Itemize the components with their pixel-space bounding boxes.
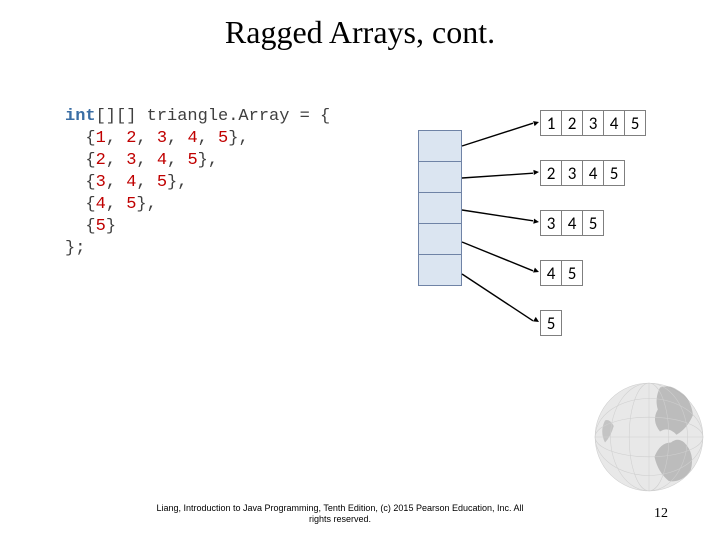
footer-line2: rights reserved. bbox=[110, 514, 570, 526]
array-cell: 3 bbox=[540, 210, 562, 236]
page-number: 12 bbox=[654, 506, 668, 522]
array-cell: 3 bbox=[561, 160, 583, 186]
array-cell: 4 bbox=[603, 110, 625, 136]
code-line: {1, 2, 3, 4, 5}, bbox=[65, 128, 330, 150]
pointer-cell bbox=[418, 161, 462, 193]
array-cell: 3 bbox=[582, 110, 604, 136]
array-cell: 5 bbox=[561, 260, 583, 286]
array-cell: 5 bbox=[624, 110, 646, 136]
code-line: int[][] triangle.Array = { bbox=[65, 106, 330, 128]
array-cell: 5 bbox=[540, 310, 562, 336]
array-cell: 2 bbox=[540, 160, 562, 186]
footer-line1: Liang, Introduction to Java Programming,… bbox=[110, 503, 570, 515]
globe-decoration bbox=[594, 382, 704, 492]
array-cell: 4 bbox=[561, 210, 583, 236]
array-cell: 1 bbox=[540, 110, 562, 136]
array-row: 5 bbox=[540, 310, 562, 336]
code-block: int[][] triangle.Array = { {1, 2, 3, 4, … bbox=[65, 106, 330, 260]
pointer-cell bbox=[418, 192, 462, 224]
slide: { "title": "Ragged Arrays, cont.", "titl… bbox=[0, 0, 720, 540]
code-line: {2, 3, 4, 5}, bbox=[65, 150, 330, 172]
array-cell: 2 bbox=[561, 110, 583, 136]
array-cell: 5 bbox=[582, 210, 604, 236]
footer-copyright: Liang, Introduction to Java Programming,… bbox=[110, 503, 570, 526]
code-line: {4, 5}, bbox=[65, 194, 330, 216]
array-row: 345 bbox=[540, 210, 604, 236]
array-cell: 4 bbox=[540, 260, 562, 286]
code-line: {5} bbox=[65, 216, 330, 238]
pointer-array-column bbox=[418, 130, 462, 286]
array-row: 12345 bbox=[540, 110, 646, 136]
code-line: }; bbox=[65, 238, 330, 260]
slide-title: Ragged Arrays, cont. bbox=[0, 14, 720, 51]
array-row: 45 bbox=[540, 260, 583, 286]
array-cell: 5 bbox=[603, 160, 625, 186]
array-row: 2345 bbox=[540, 160, 625, 186]
pointer-cell bbox=[418, 130, 462, 162]
pointer-cell bbox=[418, 223, 462, 255]
array-cell: 4 bbox=[582, 160, 604, 186]
code-line: {3, 4, 5}, bbox=[65, 172, 330, 194]
pointer-cell bbox=[418, 254, 462, 286]
